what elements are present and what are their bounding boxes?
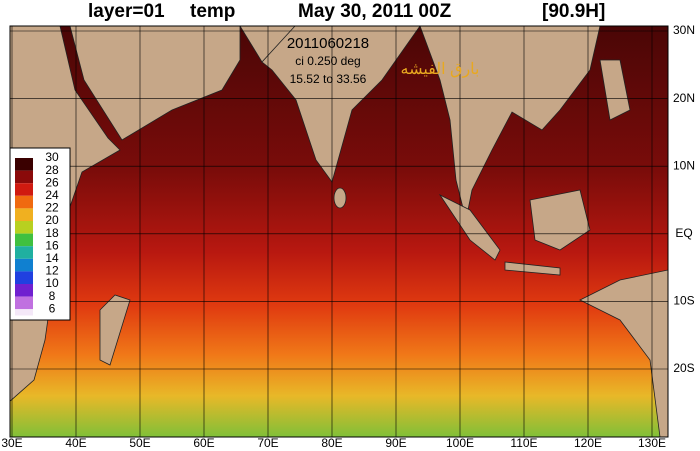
colorbar-label: 30 xyxy=(45,150,59,164)
colorbar-label: 18 xyxy=(45,226,59,240)
lon-label: 60E xyxy=(193,436,214,450)
colorbar-label: 6 xyxy=(49,301,56,315)
lat-label: 30N xyxy=(673,23,695,37)
colorbar-label: 28 xyxy=(45,163,59,177)
colorbar-swatch xyxy=(15,233,33,247)
lon-label: 70E xyxy=(257,436,278,450)
lon-label: 130E xyxy=(638,436,666,450)
lon-label: 40E xyxy=(65,436,86,450)
colorbar-swatch xyxy=(15,296,33,310)
map xyxy=(10,26,668,437)
title-run: [90.9H] xyxy=(542,1,605,22)
value-range: 15.52 to 33.56 xyxy=(290,72,367,86)
lon-label: 30E xyxy=(1,436,22,450)
colorbar-swatch xyxy=(15,258,33,272)
lon-label: 50E xyxy=(129,436,150,450)
colorbar-swatch xyxy=(15,208,33,221)
graticule xyxy=(10,26,668,437)
axes: 30E 40E 50E 60E 70E 80E 90E 100E 110E 120E 130E 30N… xyxy=(1,23,695,450)
colorbar-swatch xyxy=(15,284,33,297)
borneo xyxy=(529,189,591,251)
lon-label: 110E xyxy=(510,436,537,450)
title-layer: layer=01 xyxy=(88,1,165,22)
title-variable: temp xyxy=(190,1,235,22)
india xyxy=(261,26,421,183)
colorbar-swatch xyxy=(15,170,33,184)
sumatra xyxy=(438,193,501,261)
philippines xyxy=(599,59,631,121)
colorbar-label: 26 xyxy=(45,175,59,189)
madagascar xyxy=(99,294,131,366)
sri-lanka xyxy=(333,187,347,209)
colorbar-label: 22 xyxy=(45,201,59,215)
lat-label: EQ xyxy=(675,226,692,240)
colorbar-label: 16 xyxy=(45,238,59,252)
lon-label: 100E xyxy=(446,436,474,450)
lat-label: 20N xyxy=(673,91,695,105)
lat-label: 10S xyxy=(673,294,694,308)
colorbar-swatch xyxy=(15,221,33,234)
lon-label: 120E xyxy=(574,436,602,450)
colorbar-label: 10 xyxy=(45,276,59,290)
colorbar-label: 8 xyxy=(49,289,56,303)
title-date: May 30, 2011 00Z xyxy=(298,1,452,22)
colorbar-label: 12 xyxy=(45,264,59,278)
java xyxy=(504,261,561,276)
lat-label: 20S xyxy=(673,361,694,375)
colorbar-label: 24 xyxy=(45,188,59,202)
contour-interval: ci 0.250 deg xyxy=(295,54,360,68)
australia xyxy=(579,269,668,437)
colorbar-swatch xyxy=(15,183,33,196)
colorbar-label: 14 xyxy=(45,251,59,265)
lon-label: 90E xyxy=(385,436,406,450)
colorbar-label: 20 xyxy=(45,213,59,227)
colorbar-swatch xyxy=(15,309,33,316)
lon-label: 80E xyxy=(321,436,342,450)
southeast-asia xyxy=(419,26,601,221)
arabia xyxy=(69,26,241,141)
colorbar-swatch xyxy=(15,195,33,209)
stamp: 2011060218 xyxy=(287,35,369,52)
lat-label: 10N xyxy=(673,158,695,172)
colorbar-swatch xyxy=(15,246,33,259)
colorbar-swatch xyxy=(15,271,33,284)
colorbar-swatch xyxy=(15,158,33,171)
watermark: بارق الفيشه xyxy=(400,61,479,78)
